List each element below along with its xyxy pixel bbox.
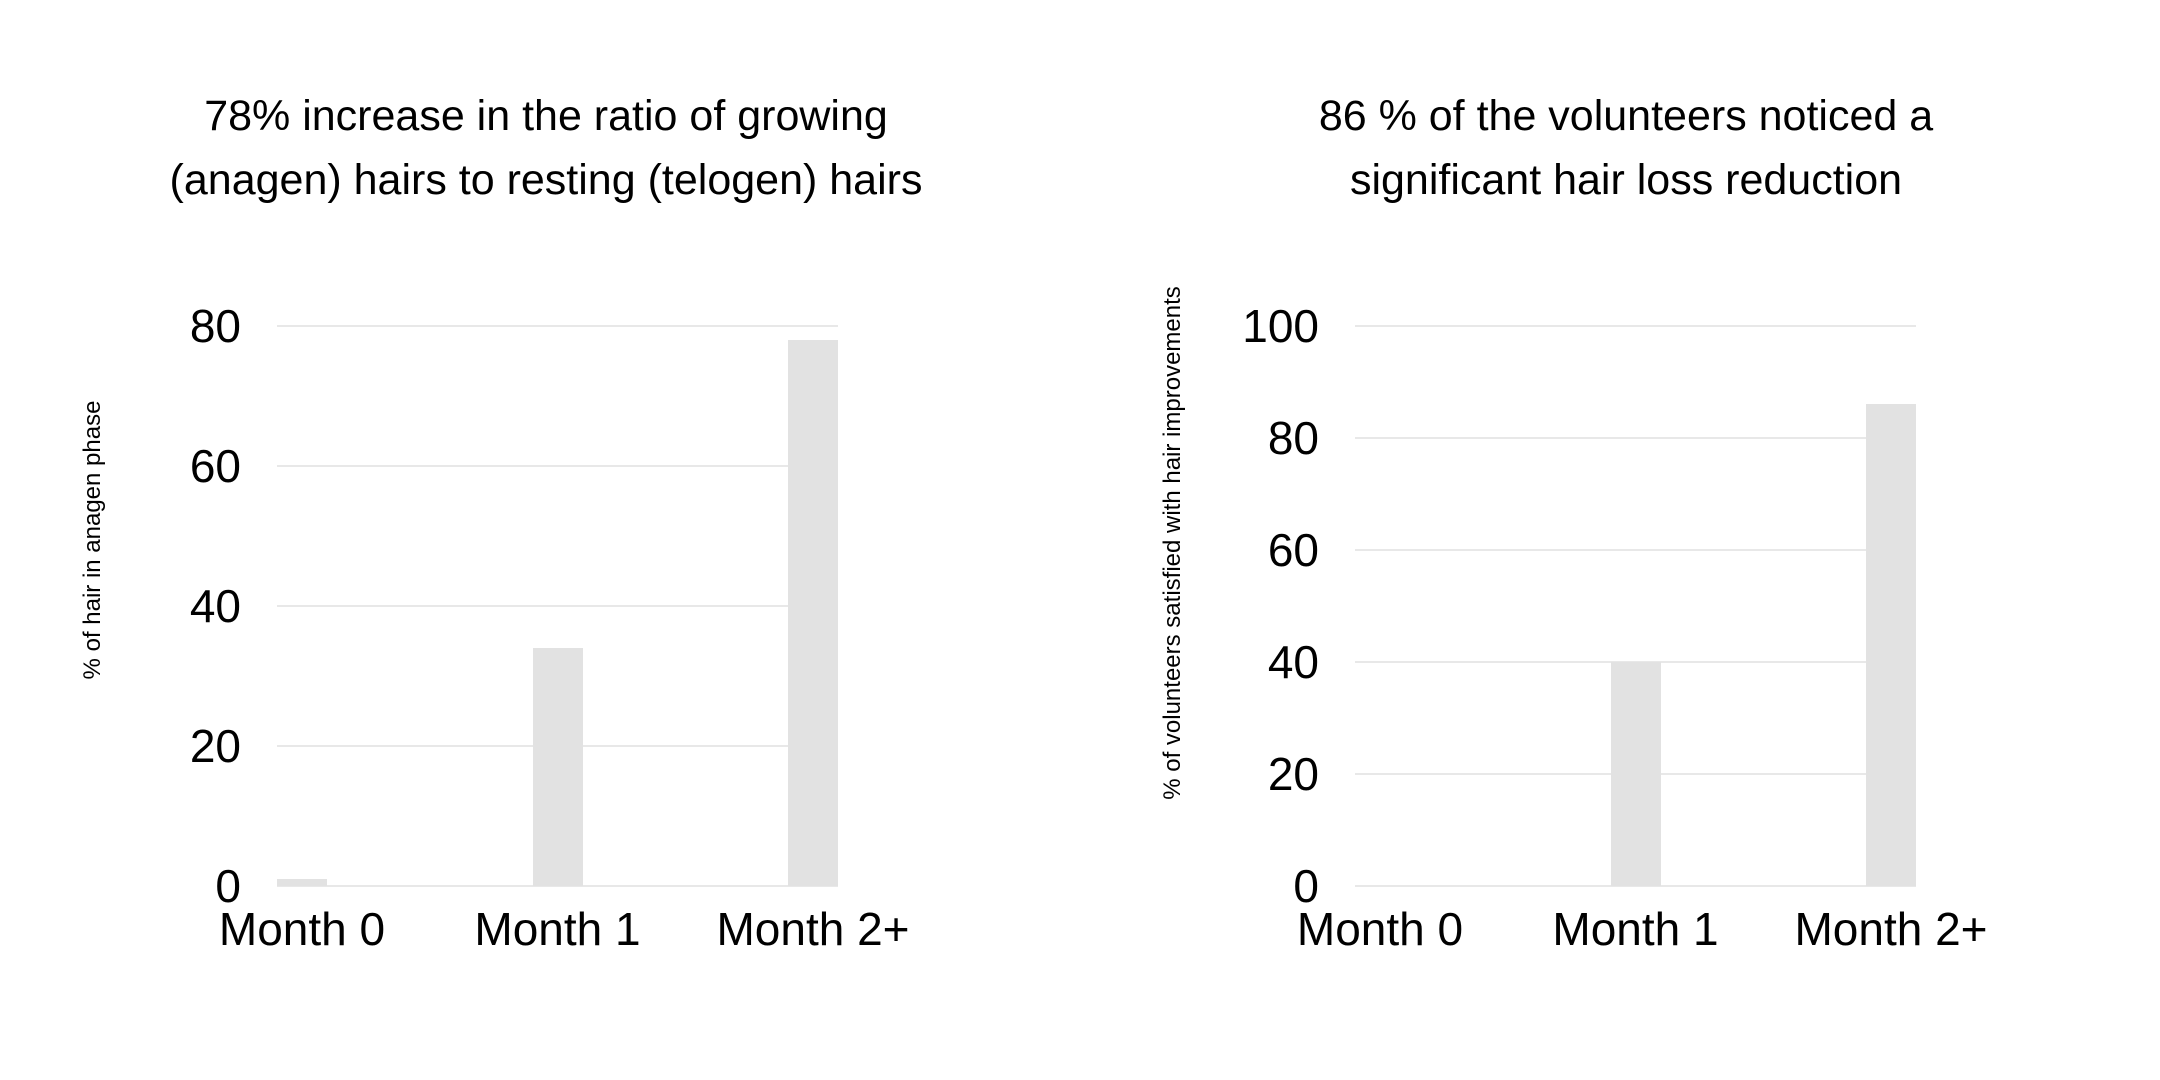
- bar-month-0: [277, 879, 327, 886]
- y-tick-label: 20: [1267, 748, 1319, 800]
- gridline: [277, 465, 838, 467]
- gridline: [1355, 885, 1916, 887]
- y-tick-label: 0: [1293, 860, 1319, 912]
- x-tick-label: Month 2+: [1794, 903, 1988, 955]
- y-tick-label: 0: [215, 860, 241, 912]
- bar-month-2-: [788, 340, 838, 886]
- x-tick-label: Month 0: [1296, 903, 1464, 955]
- chart-title-line2: significant hair loss reduction: [1349, 156, 1903, 204]
- plot-area: 0 20 40 60 80 100 Month 0 Month 1 Month 2+: [1242, 303, 1987, 955]
- chart-title-line2: (anagen) hairs to resting (telogen) hair…: [169, 156, 923, 204]
- gridline: [1355, 437, 1916, 439]
- chart-title: 86 % of the volunteers noticed a signifi…: [1176, 84, 2076, 212]
- gridline: [1355, 549, 1916, 551]
- chart-title: 78% increase in the ratio of growing (an…: [96, 84, 996, 212]
- gridline: [277, 325, 838, 327]
- y-tick-label: 80: [1267, 412, 1319, 464]
- y-tick-label: 60: [1267, 524, 1319, 576]
- plot-area: 0 20 40 60 80 Month 0 Month 1 Month 2+: [190, 303, 910, 955]
- x-tick-label: Month 0: [218, 903, 386, 955]
- chart-title-line1: 78% increase in the ratio of growing: [204, 92, 888, 140]
- y-tick-label: 80: [189, 300, 241, 352]
- x-tick-label: Month 1: [474, 903, 641, 955]
- y-tick-label: 100: [1242, 300, 1319, 352]
- bar-month-1: [532, 648, 583, 886]
- x-tick-label: Month 2+: [716, 903, 910, 955]
- y-tick-label: 40: [1267, 636, 1319, 688]
- bar-month-2-: [1866, 404, 1916, 886]
- chart-title-line1: 86 % of the volunteers noticed a: [1318, 92, 1934, 140]
- y-tick-label: 60: [189, 440, 241, 492]
- x-tick-label: Month 1: [1552, 903, 1719, 955]
- gridline: [1355, 325, 1916, 327]
- gridline: [277, 605, 838, 607]
- y-tick-label: 40: [189, 580, 241, 632]
- gridline: [277, 885, 838, 887]
- y-tick-label: 20: [189, 720, 241, 772]
- bar-month-1: [1610, 662, 1661, 886]
